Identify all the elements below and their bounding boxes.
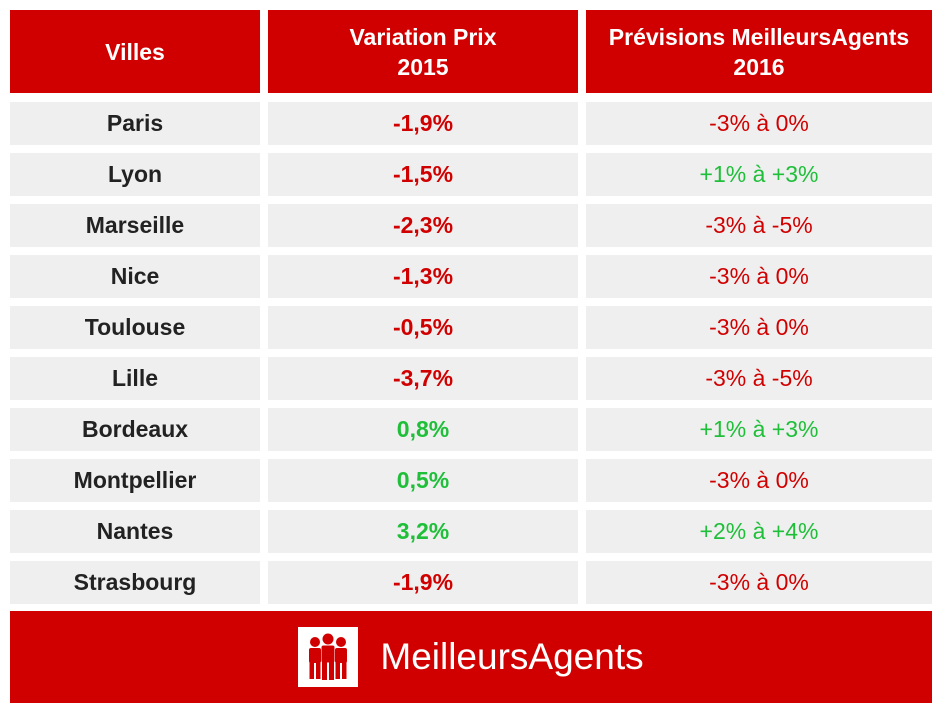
logo-figures-svg bbox=[309, 633, 348, 680]
header-variation-line1: Variation Prix bbox=[349, 23, 497, 50]
city-cell: Strasbourg bbox=[10, 561, 260, 604]
forecast-cell: -3% à 0% bbox=[586, 561, 932, 604]
variation-cell: -1,9% bbox=[268, 102, 578, 145]
city-cell: Montpellier bbox=[10, 459, 260, 502]
footer-banner: MeilleursAgents bbox=[10, 611, 932, 703]
header-variation-line2: 2015 bbox=[397, 53, 449, 80]
forecast-cell: -3% à -5% bbox=[586, 204, 932, 247]
variation-cell: 0,5% bbox=[268, 459, 578, 502]
header-forecast: Prévisions MeilleursAgents 2016 bbox=[586, 10, 932, 93]
city-cell: Nantes bbox=[10, 510, 260, 553]
variation-cell: -3,7% bbox=[268, 357, 578, 400]
variation-cell: 0,8% bbox=[268, 408, 578, 451]
forecast-cell: -3% à 0% bbox=[586, 255, 932, 298]
three-people-icon bbox=[298, 627, 359, 687]
city-cell: Bordeaux bbox=[10, 408, 260, 451]
header-forecast-line2: 2016 bbox=[733, 53, 785, 80]
city-cell: Marseille bbox=[10, 204, 260, 247]
forecast-cell: -3% à 0% bbox=[586, 459, 932, 502]
forecast-cell: +2% à +4% bbox=[586, 510, 932, 553]
city-cell: Toulouse bbox=[10, 306, 260, 349]
variation-cell: -0,5% bbox=[268, 306, 578, 349]
header-variation: Variation Prix 2015 bbox=[268, 10, 578, 93]
forecast-cell: +1% à +3% bbox=[586, 408, 932, 451]
brand-name: MeilleursAgents bbox=[380, 636, 644, 677]
city-cell: Lille bbox=[10, 357, 260, 400]
variation-cell: 3,2% bbox=[268, 510, 578, 553]
forecast-cell: -3% à -5% bbox=[586, 357, 932, 400]
forecast-cell: +1% à +3% bbox=[586, 153, 932, 196]
header-villes-label: Villes bbox=[105, 38, 165, 65]
city-cell: Nice bbox=[10, 255, 260, 298]
city-cell: Lyon bbox=[10, 153, 260, 196]
header-forecast-line1: Prévisions MeilleursAgents bbox=[608, 23, 910, 50]
variation-cell: -2,3% bbox=[268, 204, 578, 247]
city-cell: Paris bbox=[10, 102, 260, 145]
forecast-cell: -3% à 0% bbox=[586, 306, 932, 349]
variation-cell: -1,3% bbox=[268, 255, 578, 298]
forecast-cell: -3% à 0% bbox=[586, 102, 932, 145]
variation-cell: -1,9% bbox=[268, 561, 578, 604]
header-villes: Villes bbox=[10, 10, 260, 93]
variation-cell: -1,5% bbox=[268, 153, 578, 196]
